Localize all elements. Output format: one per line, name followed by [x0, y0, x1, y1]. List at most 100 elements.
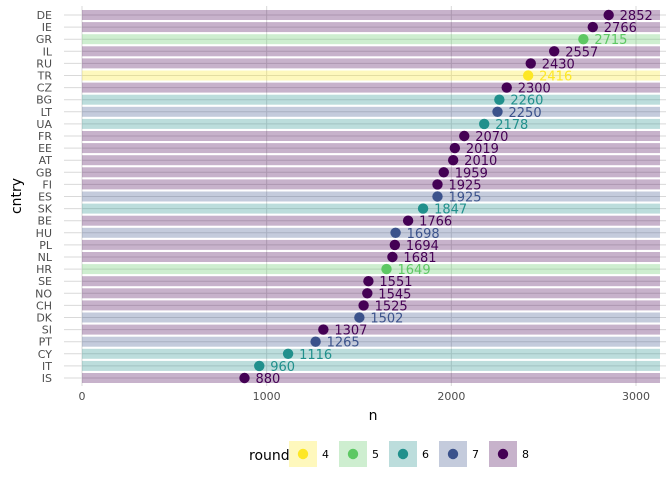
- point-CZ: [501, 82, 512, 93]
- point-CH: [358, 300, 369, 311]
- value-label-CH: 1525: [375, 299, 408, 314]
- value-label-DE: 2852: [620, 9, 653, 24]
- y-tick-label-IT: IT: [42, 360, 52, 373]
- value-label-UA: 2178: [495, 118, 528, 133]
- value-label-TR: 2416: [539, 70, 572, 85]
- point-EE: [449, 142, 461, 154]
- legend-point-8: [497, 448, 509, 460]
- point-UA: [479, 118, 490, 130]
- value-label-NO: 1545: [378, 287, 411, 302]
- bar-NL: [82, 252, 660, 262]
- y-tick-label-NO: NO: [35, 287, 52, 300]
- bar-AT: [82, 155, 660, 166]
- bar-layer: [82, 10, 660, 383]
- y-tick-label-PL: PL: [39, 239, 53, 252]
- y-tick-label-ES: ES: [38, 191, 52, 204]
- bar-IT: [82, 360, 660, 371]
- legend-label-4: 4: [322, 448, 329, 461]
- bar-RU: [82, 58, 660, 69]
- value-label-GR: 2715: [594, 33, 627, 48]
- point-BG: [494, 94, 505, 105]
- point-layer: [239, 9, 614, 384]
- point-SK: [417, 203, 429, 214]
- x-axis-title: n: [369, 408, 378, 424]
- legend-label-5: 5: [372, 448, 379, 461]
- bar-BG: [82, 94, 660, 105]
- bar-IE: [82, 22, 660, 33]
- point-LT: [492, 106, 503, 118]
- value-label-FR: 2070: [475, 130, 508, 145]
- x-tick-label: 0: [79, 390, 86, 403]
- bar-PT: [82, 336, 660, 347]
- y-tick-label-PT: PT: [39, 336, 53, 349]
- point-GR: [578, 34, 589, 45]
- point-IT: [254, 360, 265, 372]
- y-tick-label-UA: UA: [36, 118, 52, 131]
- value-label-NL: 1681: [403, 251, 436, 266]
- x-tick-label: 3000: [622, 390, 650, 403]
- point-HU: [390, 227, 401, 238]
- y-tick-label-FI: FI: [42, 178, 52, 191]
- bar-BE: [82, 215, 660, 226]
- y-tick-label-FR: FR: [38, 130, 52, 143]
- bar-DE: [82, 10, 660, 20]
- point-FI: [432, 179, 443, 190]
- value-label-GB: 1959: [455, 166, 488, 181]
- legend-label-8: 8: [522, 448, 529, 461]
- y-tick-label-GR: GR: [36, 33, 53, 46]
- point-SE: [363, 276, 374, 287]
- y-axis-title: cntry: [9, 178, 25, 214]
- value-label-IE: 2766: [604, 21, 637, 36]
- value-label-EE: 2019: [466, 142, 499, 157]
- value-label-IS: 880: [256, 372, 281, 387]
- label-layer: 2852276627152557243024162300226022502178…: [256, 9, 653, 387]
- legend-point-5: [347, 448, 359, 460]
- y-tick-label-CZ: CZ: [37, 82, 53, 95]
- bar-IL: [82, 46, 660, 57]
- bar-GR: [82, 34, 660, 45]
- bar-GB: [82, 167, 660, 178]
- point-NO: [362, 288, 373, 299]
- point-DE: [603, 9, 614, 21]
- bar-CH: [82, 300, 660, 311]
- point-NL: [387, 251, 398, 263]
- value-label-BG: 2260: [510, 94, 543, 109]
- point-SI: [318, 324, 329, 335]
- y-tick-label-SI: SI: [42, 324, 52, 337]
- y-tick-label-EE: EE: [38, 142, 52, 155]
- value-label-SI: 1307: [334, 324, 367, 339]
- legend-point-7: [447, 448, 459, 460]
- point-IS: [239, 372, 250, 384]
- point-TR: [522, 70, 534, 81]
- value-label-LT: 2250: [509, 106, 542, 121]
- bar-HU: [82, 227, 660, 238]
- x-tick-labels: 0 1000 2000 3000: [79, 390, 651, 403]
- legend-point-4: [297, 448, 309, 460]
- y-tick-label-TR: TR: [37, 70, 53, 83]
- bar-ES: [82, 191, 660, 202]
- point-RU: [525, 58, 536, 69]
- y-tick-label-AT: AT: [39, 154, 53, 167]
- bar-TR: [82, 70, 660, 81]
- bar-FI: [82, 179, 660, 190]
- y-tick-label-HU: HU: [36, 227, 52, 240]
- y-tick-label-DK: DK: [36, 312, 52, 325]
- value-label-HU: 1698: [407, 227, 440, 242]
- point-ES: [432, 191, 443, 202]
- legend-item-6: 6: [389, 441, 429, 467]
- legend: round 4 5 6 7 8: [249, 441, 529, 467]
- point-IE: [587, 21, 598, 33]
- value-label-SK: 1847: [434, 203, 467, 218]
- value-label-SE: 1551: [379, 275, 412, 290]
- bar-IS: [82, 373, 660, 383]
- value-label-AT: 2010: [464, 154, 497, 169]
- bar-HR: [82, 264, 660, 275]
- point-DK: [354, 312, 365, 323]
- legend-item-7: 7: [439, 441, 479, 467]
- y-tick-label-SE: SE: [38, 275, 52, 288]
- bar-PL: [82, 239, 660, 250]
- y-tick-label-CY: CY: [38, 348, 52, 361]
- legend-label-6: 6: [422, 448, 429, 461]
- point-PL: [389, 239, 401, 251]
